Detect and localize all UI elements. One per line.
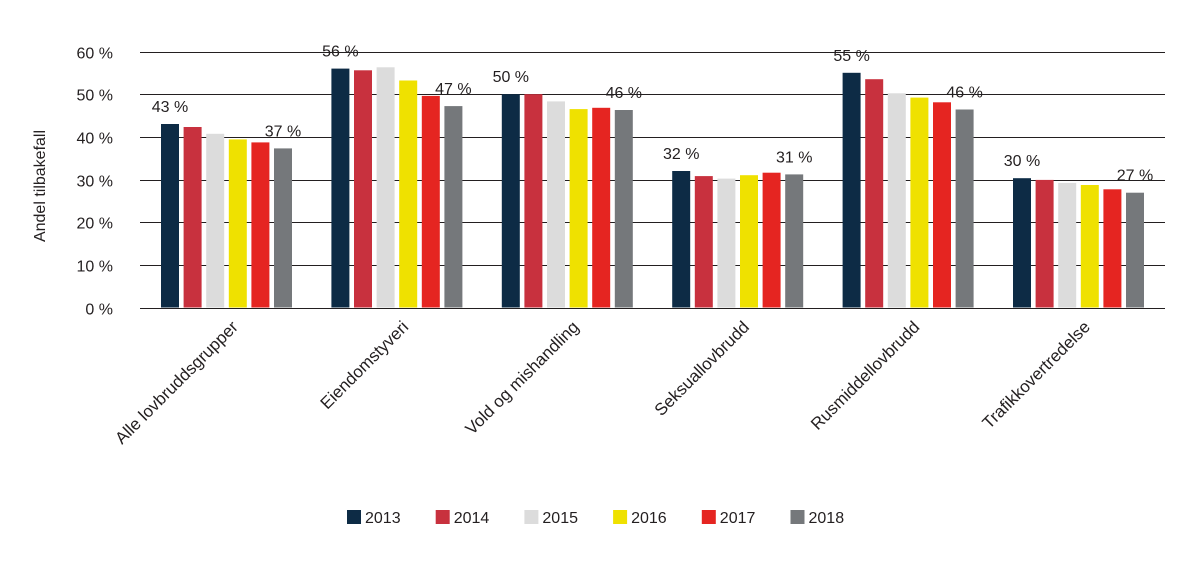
data-label: 43 %: [152, 99, 188, 116]
y-tick-label: 0 %: [85, 302, 113, 319]
legend-label: 2017: [720, 510, 756, 527]
category-label: Rusmiddellovbrudd: [807, 317, 923, 433]
bar: [228, 139, 247, 308]
bar: [887, 93, 906, 308]
category-label: Alle lovbruddsgrupper: [111, 317, 242, 448]
y-axis-title: Andel tilbakefall: [32, 130, 49, 242]
bar: [910, 97, 929, 308]
bar: [1103, 189, 1122, 308]
bar: [762, 172, 781, 308]
bar: [331, 68, 350, 308]
bar: [865, 79, 884, 308]
bar: [376, 67, 395, 308]
bar: [274, 148, 292, 308]
legend-label: 2013: [365, 510, 401, 527]
bar: [933, 102, 951, 308]
y-tick-label: 30 %: [77, 174, 113, 191]
data-label: 30 %: [1004, 153, 1040, 170]
data-label: 31 %: [776, 149, 812, 166]
data-label: 46 %: [606, 85, 642, 102]
category-label: Trafikkovertredelse: [979, 317, 1094, 432]
category-label: Seksuallovbrudd: [651, 317, 753, 419]
bar: [251, 142, 270, 308]
bar: [501, 94, 520, 308]
bar: [740, 175, 758, 308]
bar: [547, 101, 565, 308]
bar: [206, 133, 225, 308]
y-tick-label: 60 %: [77, 46, 113, 63]
legend-label: 2014: [454, 510, 490, 527]
data-label: 47 %: [435, 81, 471, 98]
category-labels: Alle lovbruddsgrupper Eiendomstyveri Vold …: [111, 317, 1093, 448]
data-label: 50 %: [493, 69, 529, 86]
bar: [592, 107, 611, 308]
y-tick-label: 50 %: [77, 88, 113, 105]
bar: [842, 72, 861, 308]
legend-swatch: [347, 510, 361, 524]
category-label: Vold og mishandling: [462, 317, 583, 438]
legend-label: 2018: [809, 510, 845, 527]
bar: [785, 174, 804, 308]
legend-swatch: [524, 510, 539, 524]
legend-swatch: [613, 510, 628, 524]
bar: [1058, 182, 1077, 308]
bar: [1013, 178, 1031, 308]
data-label: 27 %: [1117, 168, 1153, 185]
bar: [1126, 192, 1144, 308]
bar: [1080, 185, 1099, 308]
bar: [1035, 179, 1054, 308]
bar: [569, 109, 588, 308]
bar: [399, 80, 418, 308]
data-label: 55 %: [833, 48, 869, 65]
legend-label: 2015: [542, 510, 578, 527]
bar: [444, 106, 463, 308]
bar: [614, 110, 633, 308]
bar: [161, 124, 179, 308]
data-label: 56 %: [322, 44, 358, 61]
bar: [354, 70, 372, 308]
data-labels: 43 % 37 % 56 % 47 % 50 % 46 % 32 % 31 % 55 % 46 %…: [152, 44, 1153, 185]
legend: 2013 2014 2015 2016 2017 2018: [347, 510, 844, 527]
gridlines: [140, 52, 1165, 309]
bar: [672, 171, 691, 308]
legend-swatch: [790, 510, 805, 524]
bar: [183, 127, 202, 308]
data-label: 37 %: [265, 123, 301, 140]
legend-label: 2016: [631, 510, 667, 527]
legend-swatch: [435, 510, 450, 524]
bar: [524, 94, 543, 308]
y-tick-label: 40 %: [77, 131, 113, 148]
legend-swatch: [701, 510, 716, 524]
bar: [694, 176, 713, 308]
bar: [717, 178, 736, 308]
y-axis-ticks: 0 % 10 % 20 % 30 % 40 % 50 % 60 %: [77, 46, 113, 319]
category-label: Eiendomstyveri: [317, 317, 413, 413]
data-label: 46 %: [946, 85, 982, 102]
y-tick-label: 10 %: [77, 259, 113, 276]
y-tick-label: 20 %: [77, 216, 113, 233]
bars: [161, 67, 1144, 308]
data-label: 32 %: [663, 146, 699, 163]
bar: [955, 109, 974, 308]
bar: [421, 95, 440, 308]
